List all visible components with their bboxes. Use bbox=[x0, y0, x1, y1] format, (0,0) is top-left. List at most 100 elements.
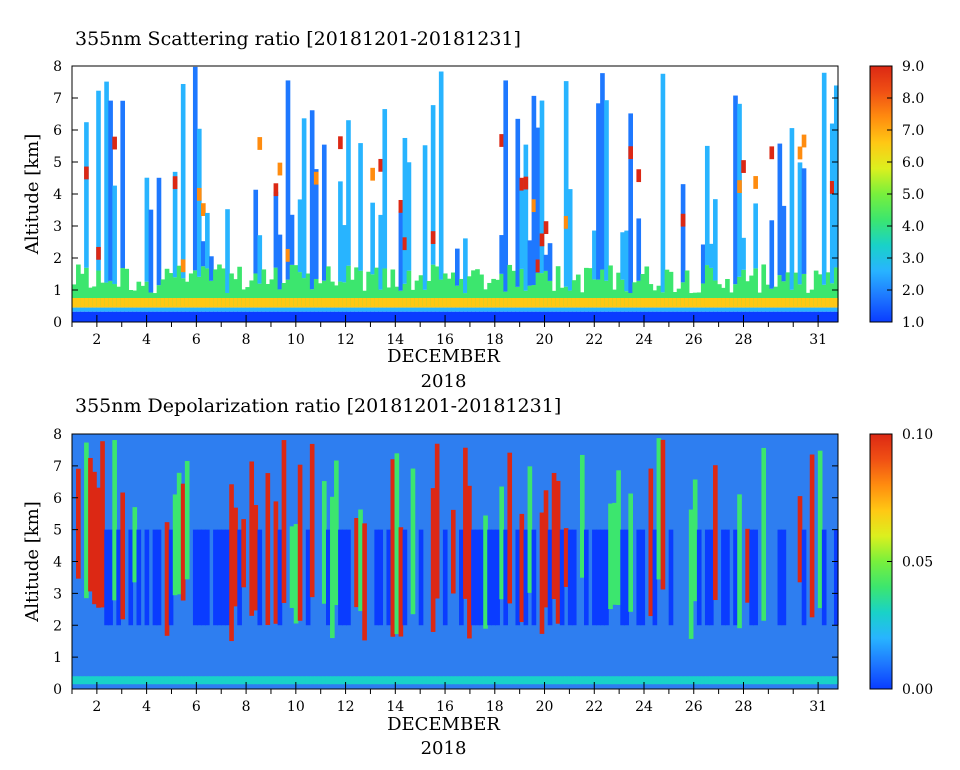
heatmap-cell bbox=[406, 307, 412, 312]
heatmap-cell bbox=[789, 676, 795, 685]
heatmap-cell bbox=[233, 298, 238, 308]
heatmap-cell bbox=[124, 268, 130, 306]
heatmap-cell bbox=[708, 298, 714, 308]
heatmap-cell bbox=[180, 259, 186, 273]
heatmap-cell bbox=[668, 676, 674, 685]
heatmap-cell bbox=[571, 529, 577, 626]
heatmap-cell bbox=[446, 311, 452, 322]
heatmap-cell bbox=[680, 282, 686, 306]
heatmap-cell bbox=[503, 676, 509, 685]
heatmap-cell bbox=[487, 311, 492, 322]
heatmap-cell bbox=[765, 307, 771, 312]
heatmap-cell bbox=[297, 298, 303, 308]
heatmap-cell bbox=[305, 298, 311, 308]
heatmap-cell bbox=[644, 266, 650, 306]
heatmap-cell bbox=[378, 158, 384, 172]
heatmap-cell bbox=[821, 311, 827, 322]
heatmap-cell bbox=[781, 298, 787, 308]
heatmap-cell bbox=[713, 280, 718, 306]
heatmap-cell bbox=[144, 298, 150, 308]
heatmap-cell bbox=[128, 529, 134, 626]
heatmap-cell bbox=[479, 274, 484, 306]
heatmap-cell bbox=[76, 298, 81, 308]
heatmap-cell bbox=[297, 464, 303, 621]
heatmap-cell bbox=[422, 289, 428, 306]
heatmap-cell bbox=[636, 311, 642, 322]
heatmap-cell bbox=[164, 307, 170, 312]
heatmap-cell bbox=[225, 298, 230, 308]
heatmap-cell bbox=[72, 307, 77, 312]
heatmap-cell bbox=[511, 307, 517, 312]
heatmap-cell bbox=[612, 307, 617, 312]
heatmap-cell bbox=[539, 311, 545, 322]
heatmap-cell bbox=[378, 214, 384, 290]
heatmap-cell bbox=[680, 298, 686, 308]
heatmap-cell bbox=[249, 298, 255, 308]
heatmap-cell bbox=[833, 307, 839, 312]
heatmap-cell bbox=[241, 289, 246, 306]
heatmap-cell bbox=[515, 298, 521, 308]
heatmap-cell bbox=[793, 298, 799, 308]
heatmap-cell bbox=[761, 264, 767, 306]
heatmap-cell bbox=[92, 311, 97, 322]
heatmap-cell bbox=[684, 298, 690, 308]
heatmap-cell bbox=[692, 479, 698, 602]
heatmap-cell bbox=[225, 529, 230, 626]
heatmap-cell bbox=[342, 307, 347, 312]
heatmap-cell bbox=[156, 298, 162, 308]
x-tick-label: 24 bbox=[635, 699, 653, 715]
heatmap-cell bbox=[269, 311, 275, 322]
heatmap-cell bbox=[455, 307, 460, 312]
heatmap-cell bbox=[535, 259, 541, 273]
heatmap-cell bbox=[229, 307, 234, 312]
heatmap-cell bbox=[104, 676, 109, 685]
heatmap-cell bbox=[394, 298, 400, 308]
heatmap-cell bbox=[217, 298, 222, 308]
heatmap-cell bbox=[535, 307, 541, 312]
heatmap-cell bbox=[801, 311, 807, 322]
heatmap-cell bbox=[233, 279, 238, 306]
heatmap-cell bbox=[180, 307, 186, 312]
heatmap-cell bbox=[483, 515, 488, 629]
heatmap-cell bbox=[80, 273, 85, 306]
heatmap-cell bbox=[781, 529, 787, 626]
heatmap-cell bbox=[555, 676, 561, 685]
heatmap-cell bbox=[660, 298, 666, 308]
heatmap-cell bbox=[600, 73, 605, 270]
heatmap-cell bbox=[567, 307, 573, 312]
heatmap-cell bbox=[229, 311, 234, 322]
heatmap-cell bbox=[636, 218, 642, 281]
heatmap-cell bbox=[483, 311, 488, 322]
y-axis-label: Altitude [km] bbox=[22, 501, 43, 623]
heatmap-cell bbox=[781, 205, 787, 282]
heatmap-cell bbox=[430, 264, 436, 306]
heatmap-cell bbox=[507, 298, 513, 308]
heatmap-cell bbox=[785, 307, 791, 312]
heatmap-cell bbox=[600, 311, 605, 322]
heatmap-cell bbox=[362, 307, 367, 312]
heatmap-cell bbox=[515, 311, 521, 322]
heatmap-cell bbox=[588, 268, 593, 306]
heatmap-cell bbox=[781, 281, 787, 306]
heatmap-cell bbox=[116, 311, 121, 322]
heatmap-cell bbox=[140, 307, 146, 312]
heatmap-cell bbox=[821, 284, 827, 306]
heatmap-cell bbox=[241, 307, 246, 312]
heatmap-cell bbox=[511, 676, 517, 685]
heatmap-cell bbox=[265, 307, 271, 312]
heatmap-cell bbox=[567, 189, 573, 291]
heatmap-cell bbox=[717, 298, 722, 308]
heatmap-cell bbox=[446, 278, 452, 306]
heatmap-cell bbox=[652, 298, 658, 308]
heatmap-cell bbox=[273, 267, 279, 306]
heatmap-cell bbox=[749, 298, 754, 308]
heatmap-cell bbox=[624, 307, 629, 312]
heatmap-cell bbox=[608, 307, 613, 312]
heatmap-cell bbox=[140, 311, 146, 322]
heatmap-cell bbox=[479, 307, 484, 312]
heatmap-cell bbox=[471, 298, 476, 308]
heatmap-cell bbox=[551, 472, 557, 600]
heatmap-cell bbox=[418, 311, 424, 322]
heatmap-cell bbox=[801, 529, 807, 626]
heatmap-cell bbox=[769, 220, 775, 289]
